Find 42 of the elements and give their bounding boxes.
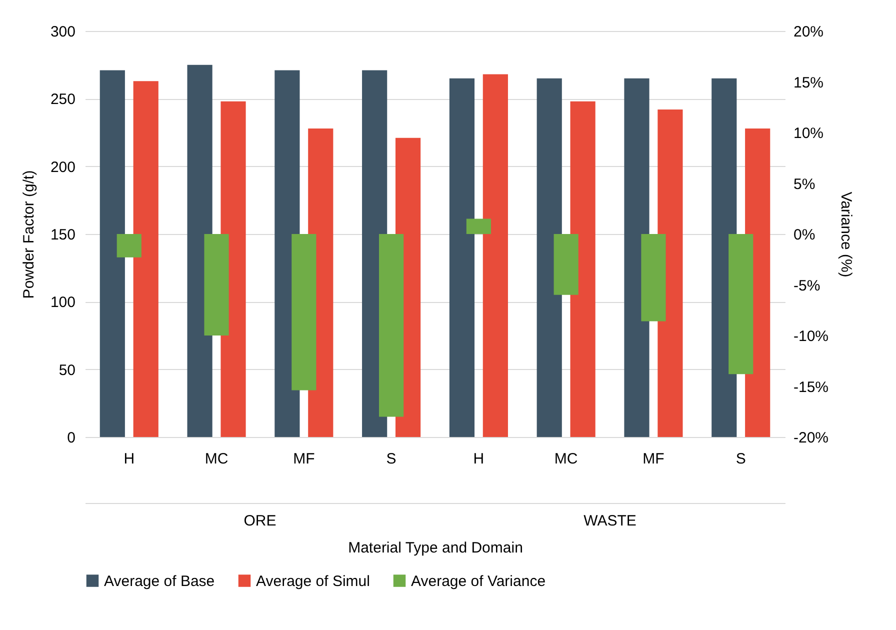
x-tick-label: MF [642,450,664,468]
bar [449,78,475,437]
y2-tick-label: -10% [794,328,829,345]
x-tick-label: S [736,450,746,468]
x-axis-title: Material Type and Domain [348,540,523,556]
bar [133,81,158,437]
legend-label: Average of Simul [256,572,370,590]
y-tick-label: 200 [50,158,76,176]
y2-tick-label: -5% [794,277,820,294]
x-tick-label: H [124,450,135,468]
legend-label: Average of Base [104,572,215,590]
x-tick-label: S [386,450,396,468]
bar [536,78,562,437]
y2-tick-label: -15% [794,378,829,396]
y2-tick-label: 20% [794,24,824,40]
y-tick-label: 150 [50,226,76,244]
bar [570,101,596,437]
y2-tick-label: 5% [794,176,816,193]
bar [187,64,212,437]
y-tick-label: 300 [50,24,76,40]
bar [220,101,246,437]
y2-tick-label: 0% [794,226,816,244]
y-axis-title: Powder Factor (g/t) [20,170,38,299]
text: ORE [244,512,276,530]
x-tick-label: MC [204,450,228,468]
bar [658,109,683,437]
bar [624,78,650,437]
x-tick-label: MC [554,450,578,468]
y-tick-label: 100 [50,294,76,312]
x-tick-label: H [473,450,484,468]
bar [100,70,125,437]
y2-tick-label: -20% [794,430,829,446]
y-tick-label: 0 [67,430,76,446]
y2-tick-label: 15% [794,74,824,92]
bar [482,74,508,437]
legend-label: Average of Variance [411,572,546,590]
text: WASTE [584,512,636,530]
y-tick-label: 50 [58,362,76,379]
y-tick-label: 250 [50,91,76,108]
y2-tick-label: 10% [794,125,824,142]
x-tick-label: MF [293,450,315,468]
y2-axis-title: Variance (%) [838,192,855,278]
